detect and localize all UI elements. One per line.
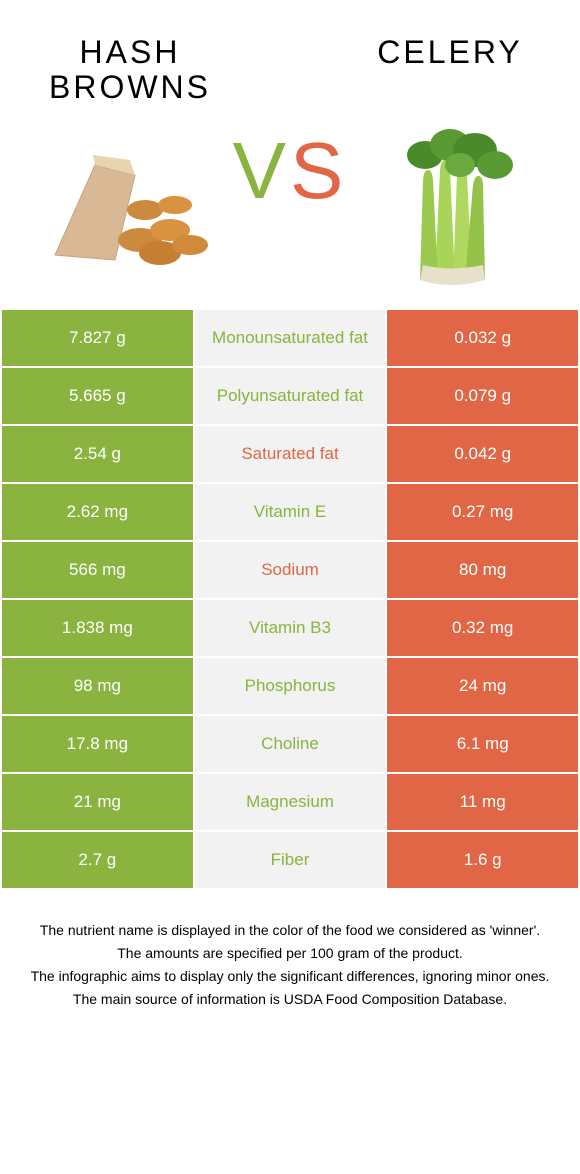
table-row: 7.827 gMonounsaturated fat0.032 g	[2, 310, 578, 368]
value-left: 2.7 g	[2, 832, 195, 888]
value-left: 2.54 g	[2, 426, 195, 482]
footer-line2: The amounts are specified per 100 gram o…	[20, 943, 560, 964]
value-right: 1.6 g	[387, 832, 578, 888]
value-left: 566 mg	[2, 542, 195, 598]
nutrient-table: 7.827 gMonounsaturated fat0.032 g5.665 g…	[0, 310, 580, 890]
nutrient-name: Magnesium	[195, 774, 388, 830]
vs-label: VS	[233, 125, 348, 217]
value-right: 0.042 g	[387, 426, 578, 482]
value-left: 7.827 g	[2, 310, 195, 366]
table-row: 5.665 gPolyunsaturated fat0.079 g	[2, 368, 578, 426]
table-row: 1.838 mgVitamin B30.32 mg	[2, 600, 578, 658]
nutrient-name: Vitamin E	[195, 484, 388, 540]
value-right: 0.079 g	[387, 368, 578, 424]
value-right: 6.1 mg	[387, 716, 578, 772]
value-left: 1.838 mg	[2, 600, 195, 656]
table-row: 2.7 gFiber1.6 g	[2, 832, 578, 890]
footer-line4: The main source of information is USDA F…	[20, 989, 560, 1010]
vs-v: V	[233, 126, 290, 215]
value-left: 98 mg	[2, 658, 195, 714]
footer-notes: The nutrient name is displayed in the co…	[0, 890, 580, 1042]
value-left: 21 mg	[2, 774, 195, 830]
food2-title: CELERY	[377, 35, 522, 115]
value-right: 11 mg	[387, 774, 578, 830]
table-row: 566 mgSodium80 mg	[2, 542, 578, 600]
value-right: 0.032 g	[387, 310, 578, 366]
nutrient-name: Choline	[195, 716, 388, 772]
food1-title: HASH BROWNS	[30, 35, 230, 115]
nutrient-name: Polyunsaturated fat	[195, 368, 388, 424]
table-row: 98 mgPhosphorus24 mg	[2, 658, 578, 716]
infographic-container: HASH BROWNS VS CELERY	[0, 0, 580, 1174]
value-right: 24 mg	[387, 658, 578, 714]
food2-column: CELERY	[350, 35, 550, 275]
food2-image	[365, 135, 535, 275]
nutrient-name: Sodium	[195, 542, 388, 598]
value-right: 0.32 mg	[387, 600, 578, 656]
nutrient-name: Saturated fat	[195, 426, 388, 482]
vs-s: S	[290, 126, 347, 215]
header: HASH BROWNS VS CELERY	[0, 0, 580, 310]
footer-line1: The nutrient name is displayed in the co…	[20, 920, 560, 941]
value-right: 80 mg	[387, 542, 578, 598]
nutrient-name: Fiber	[195, 832, 388, 888]
nutrient-name: Monounsaturated fat	[195, 310, 388, 366]
table-row: 21 mgMagnesium11 mg	[2, 774, 578, 832]
food1-column: HASH BROWNS	[30, 35, 230, 275]
table-row: 2.54 gSaturated fat0.042 g	[2, 426, 578, 484]
value-right: 0.27 mg	[387, 484, 578, 540]
nutrient-name: Phosphorus	[195, 658, 388, 714]
table-row: 2.62 mgVitamin E0.27 mg	[2, 484, 578, 542]
value-left: 2.62 mg	[2, 484, 195, 540]
food1-image	[45, 135, 215, 275]
nutrient-name: Vitamin B3	[195, 600, 388, 656]
footer-line3: The infographic aims to display only the…	[20, 966, 560, 987]
table-row: 17.8 mgCholine6.1 mg	[2, 716, 578, 774]
value-left: 5.665 g	[2, 368, 195, 424]
value-left: 17.8 mg	[2, 716, 195, 772]
